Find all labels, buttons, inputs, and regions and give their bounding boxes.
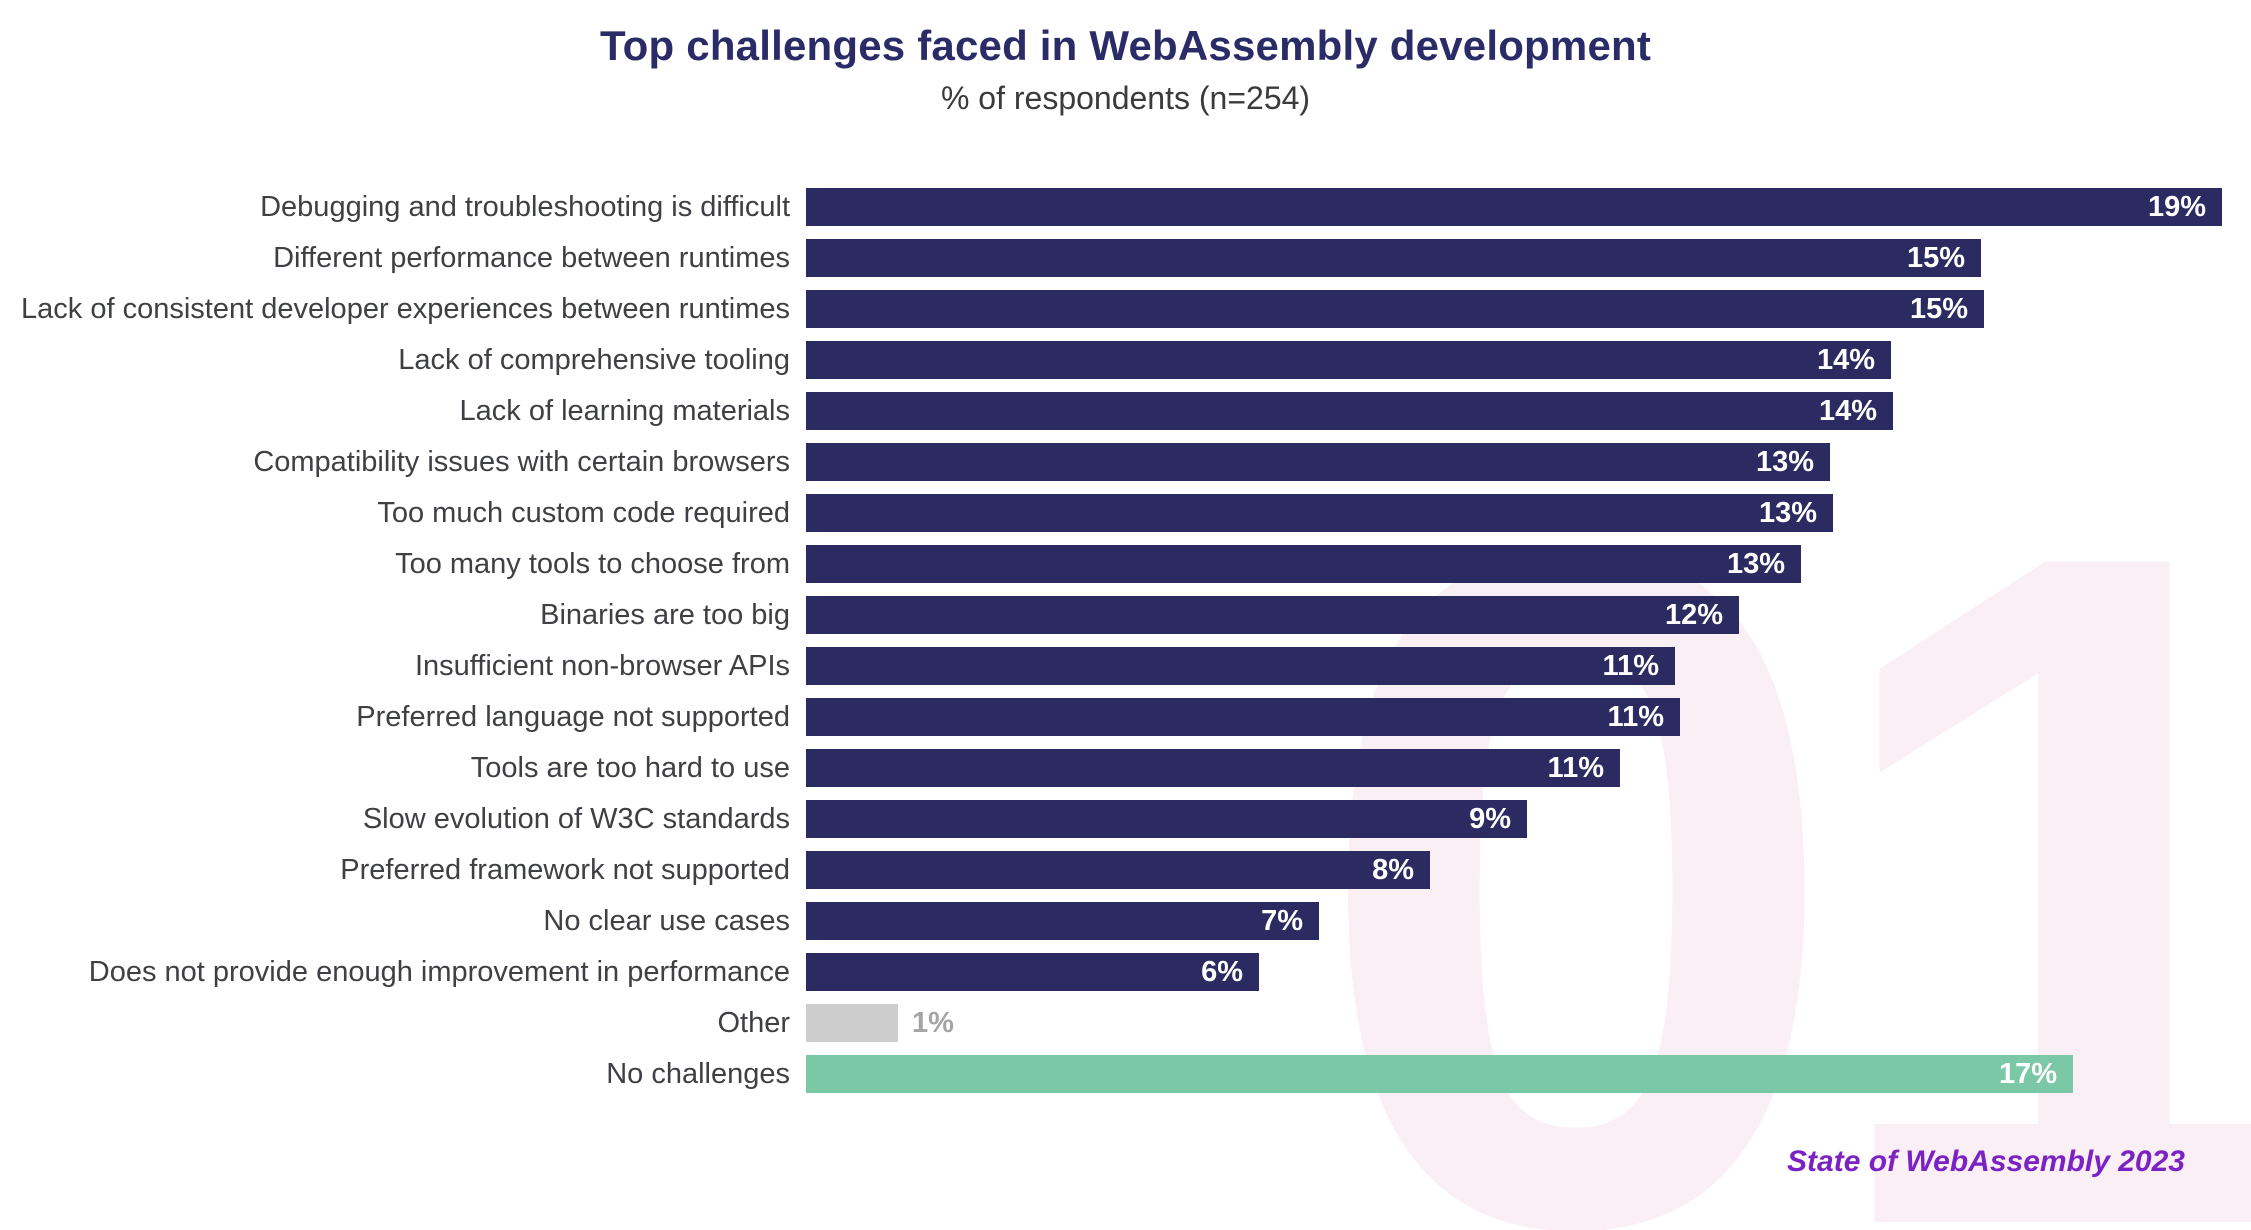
value-label: 9% xyxy=(1469,803,1511,835)
category-label: Debugging and troubleshooting is difficu… xyxy=(260,191,790,223)
bar-row: Does not provide enough improvement in p… xyxy=(0,953,2222,991)
bar: 15% xyxy=(806,239,1981,277)
category-label: Other xyxy=(717,1007,790,1039)
bar-track: 6% xyxy=(806,953,2222,991)
category-label: Too much custom code required xyxy=(377,497,790,529)
category-label: Lack of consistent developer experiences… xyxy=(21,293,790,325)
value-label: 13% xyxy=(1758,497,1817,529)
bar-row: Slow evolution of W3C standards 9% xyxy=(0,800,2222,838)
bar-row: Other 1% xyxy=(0,1004,2222,1042)
bar xyxy=(806,1004,898,1042)
value-label: 13% xyxy=(1726,548,1785,580)
category-label: No challenges xyxy=(606,1058,790,1090)
bar-track: 11% xyxy=(806,749,2222,787)
bar-track: 11% xyxy=(806,647,2222,685)
value-label: 13% xyxy=(1755,446,1814,478)
category-label: Lack of comprehensive tooling xyxy=(398,344,790,376)
bar-track: 15% xyxy=(806,290,2222,328)
value-label: 19% xyxy=(2147,191,2206,223)
bar-track: 13% xyxy=(806,494,2222,532)
bar-row: Lack of learning materials 14% xyxy=(0,392,2222,430)
category-label: Slow evolution of W3C standards xyxy=(362,803,790,835)
category-label: Preferred framework not supported xyxy=(340,854,790,886)
bar-track: 15% xyxy=(806,239,2222,277)
bar-track: 19% xyxy=(806,188,2222,226)
bar-row: Too much custom code required 13% xyxy=(0,494,2222,532)
bar-track: 1% xyxy=(806,1004,2222,1042)
category-label: Insufficient non-browser APIs xyxy=(414,650,790,682)
bar-row: No clear use cases 7% xyxy=(0,902,2222,940)
bar-row: No challenges 17% xyxy=(0,1055,2222,1093)
value-label: 14% xyxy=(1818,395,1877,427)
bar-row: Insufficient non-browser APIs 11% xyxy=(0,647,2222,685)
bar-row: Lack of comprehensive tooling 14% xyxy=(0,341,2222,379)
bar: 17% xyxy=(806,1055,2073,1093)
category-label: Compatibility issues with certain browse… xyxy=(253,446,790,478)
value-label: 1% xyxy=(912,1007,954,1039)
value-label: 7% xyxy=(1261,905,1303,937)
bar-track: 11% xyxy=(806,698,2222,736)
value-label: 15% xyxy=(1909,293,1968,325)
value-label: 14% xyxy=(1816,344,1875,376)
bar: 13% xyxy=(806,443,1830,481)
chart-header: Top challenges faced in WebAssembly deve… xyxy=(0,22,2251,117)
bar: 13% xyxy=(806,545,1801,583)
bar-chart: Debugging and troubleshooting is difficu… xyxy=(0,188,2222,1106)
chart-subtitle: % of respondents (n=254) xyxy=(940,80,1311,116)
bar-row: Too many tools to choose from 13% xyxy=(0,545,2222,583)
bar-track: 13% xyxy=(806,443,2222,481)
bar-row: Preferred framework not supported 8% xyxy=(0,851,2222,889)
bar: 19% xyxy=(806,188,2222,226)
bar-row: Different performance between runtimes 15… xyxy=(0,239,2222,277)
category-label: Does not provide enough improvement in p… xyxy=(88,956,790,988)
bar-row: Debugging and troubleshooting is difficu… xyxy=(0,188,2222,226)
bar: 14% xyxy=(806,392,1893,430)
bar: 14% xyxy=(806,341,1891,379)
bar-row: Binaries are too big 12% xyxy=(0,596,2222,634)
value-label: 6% xyxy=(1201,956,1243,988)
bar: 9% xyxy=(806,800,1527,838)
bar-track: 14% xyxy=(806,392,2222,430)
source-credit: State of WebAssembly 2023 xyxy=(1787,1145,2185,1178)
bar: 15% xyxy=(806,290,1984,328)
category-label: Lack of learning materials xyxy=(459,395,790,427)
bar-track: 7% xyxy=(806,902,2222,940)
bar: 7% xyxy=(806,902,1319,940)
bar: 6% xyxy=(806,953,1259,991)
value-label: 15% xyxy=(1906,242,1965,274)
bar-row: Preferred language not supported 11% xyxy=(0,698,2222,736)
bar-row: Tools are too hard to use 11% xyxy=(0,749,2222,787)
bar: 11% xyxy=(806,698,1680,736)
bar-track: 12% xyxy=(806,596,2222,634)
value-label: 11% xyxy=(1547,752,1604,784)
category-label: Preferred language not supported xyxy=(356,701,790,733)
value-label: 12% xyxy=(1664,599,1723,631)
bar: 11% xyxy=(806,647,1675,685)
category-label: Different performance between runtimes xyxy=(273,242,790,274)
bar-track: 17% xyxy=(806,1055,2222,1093)
value-label: 11% xyxy=(1602,650,1659,682)
chart-title: Top challenges faced in WebAssembly deve… xyxy=(599,22,1652,69)
bar: 12% xyxy=(806,596,1739,634)
bar: 13% xyxy=(806,494,1833,532)
category-label: Binaries are too big xyxy=(540,599,790,631)
bar: 11% xyxy=(806,749,1620,787)
bar-track: 8% xyxy=(806,851,2222,889)
bar-track: 14% xyxy=(806,341,2222,379)
value-label: 17% xyxy=(1998,1058,2057,1090)
bar-track: 13% xyxy=(806,545,2222,583)
bar: 8% xyxy=(806,851,1430,889)
category-label: Too many tools to choose from xyxy=(395,548,790,580)
bar-row: Lack of consistent developer experiences… xyxy=(0,290,2222,328)
bar-track: 9% xyxy=(806,800,2222,838)
value-label: 8% xyxy=(1372,854,1414,886)
bar-row: Compatibility issues with certain browse… xyxy=(0,443,2222,481)
category-label: Tools are too hard to use xyxy=(470,752,790,784)
value-label: 11% xyxy=(1607,701,1664,733)
category-label: No clear use cases xyxy=(543,905,790,937)
